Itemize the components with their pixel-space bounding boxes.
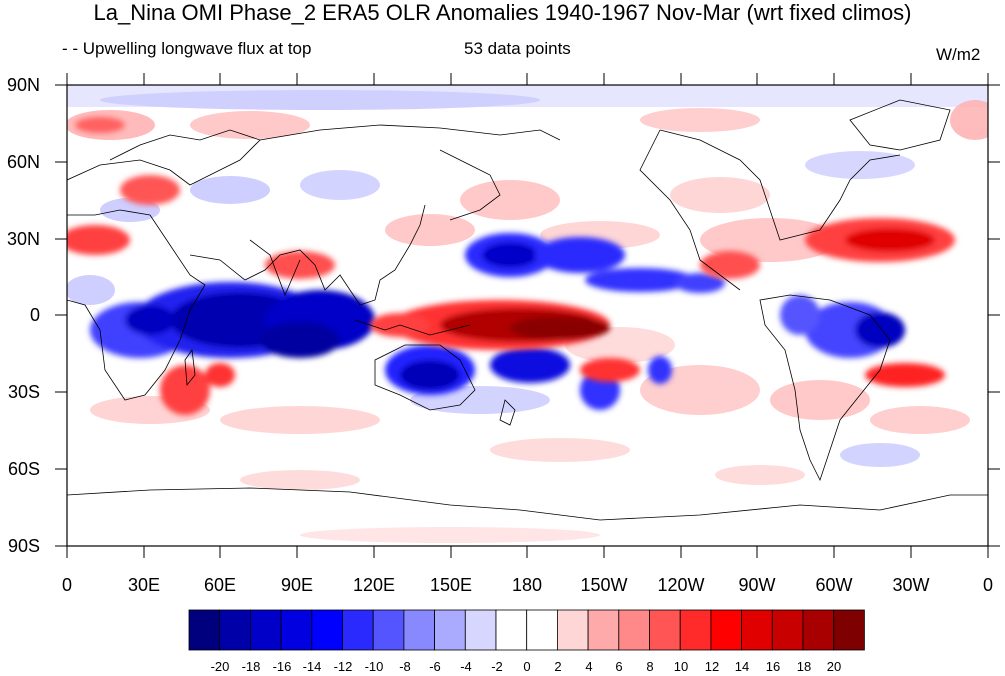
colorbar — [188, 609, 865, 651]
colorbar-swatch — [771, 609, 804, 651]
colorbar-swatch — [403, 609, 435, 651]
lon-label: 0 — [61, 575, 73, 595]
lat-label: 0 — [29, 305, 40, 325]
map-title: La_Nina OMI Phase_2 ERA5 OLR Anomalies 1… — [93, 0, 912, 25]
colorbar-label: -4 — [460, 659, 472, 674]
colorbar-label: -14 — [302, 659, 322, 674]
colorbar-swatch — [342, 609, 374, 651]
colorbar-swatch — [188, 609, 221, 651]
colorbar-label: 8 — [646, 659, 654, 674]
colorbar-swatch — [618, 609, 650, 651]
colorbar-label: 16 — [765, 659, 781, 674]
colorbar-label: -16 — [272, 659, 292, 674]
lat-label: 30S — [7, 382, 40, 402]
colorbar-swatch — [434, 609, 466, 651]
colorbar-swatch — [710, 609, 743, 651]
lon-label: 120W — [657, 575, 705, 595]
colorbar-label: 2 — [554, 659, 562, 674]
colorbar-swatch — [587, 609, 620, 651]
lat-label: 90N — [6, 75, 40, 95]
colorbar-label: 6 — [615, 659, 623, 674]
colorbar-swatch — [249, 609, 282, 651]
colorbar-swatch — [495, 609, 528, 651]
lon-label: 30E — [127, 575, 161, 595]
anomaly-field — [67, 85, 988, 546]
lon-label: 150W — [580, 575, 628, 595]
lon-label: 0 — [982, 575, 994, 595]
lon-label: 30W — [892, 575, 930, 595]
lon-label: 60E — [203, 575, 237, 595]
colorbar-label: -18 — [241, 659, 261, 674]
coastlines — [67, 99, 988, 521]
colorbar-swatch — [833, 609, 865, 651]
colorbar-label: -6 — [429, 659, 441, 674]
colorbar-label: 0 — [523, 659, 531, 674]
lon-label: 120E — [352, 575, 396, 595]
colorbar-swatch — [280, 609, 313, 651]
lon-label: 90W — [738, 575, 776, 595]
colorbar-swatch — [372, 609, 405, 651]
lat-label: 30N — [6, 229, 40, 249]
colorbar-label: -20 — [210, 659, 230, 674]
colorbar-label: 18 — [796, 659, 812, 674]
colorbar-label: 4 — [585, 659, 593, 674]
colorbar-swatch — [526, 609, 558, 651]
colorbar-label: 20 — [826, 659, 842, 674]
colorbar-label: -2 — [491, 659, 503, 674]
colorbar-swatch — [741, 609, 773, 651]
colorbar-label: 12 — [704, 659, 720, 674]
variable-description: - - Upwelling longwave flux at top — [62, 39, 312, 58]
colorbar-swatch — [649, 609, 681, 651]
lat-label: 90S — [7, 536, 40, 556]
colorbar-swatch — [802, 609, 835, 651]
axis-ticks — [55, 73, 1000, 558]
lat-label: 60S — [7, 459, 40, 479]
colorbar-label: -12 — [333, 659, 353, 674]
colorbar-swatch — [464, 609, 497, 651]
colorbar-label: 14 — [734, 659, 750, 674]
colorbar-swatch — [311, 609, 343, 651]
lon-label: 60W — [815, 575, 853, 595]
colorbar-label: 10 — [673, 659, 689, 674]
lat-label: 60N — [6, 152, 40, 172]
lon-label: 150E — [429, 575, 473, 595]
lon-label: 180 — [511, 575, 543, 595]
colorbar-label: -10 — [364, 659, 384, 674]
colorbar-swatch — [679, 609, 712, 651]
colorbar-label: -8 — [399, 659, 411, 674]
colorbar-swatch — [557, 609, 589, 651]
units-label: W/m2 — [936, 45, 981, 64]
colorbar-swatch — [219, 609, 251, 651]
lon-label: 90E — [280, 575, 314, 595]
data-point-count: 53 data points — [464, 39, 571, 58]
